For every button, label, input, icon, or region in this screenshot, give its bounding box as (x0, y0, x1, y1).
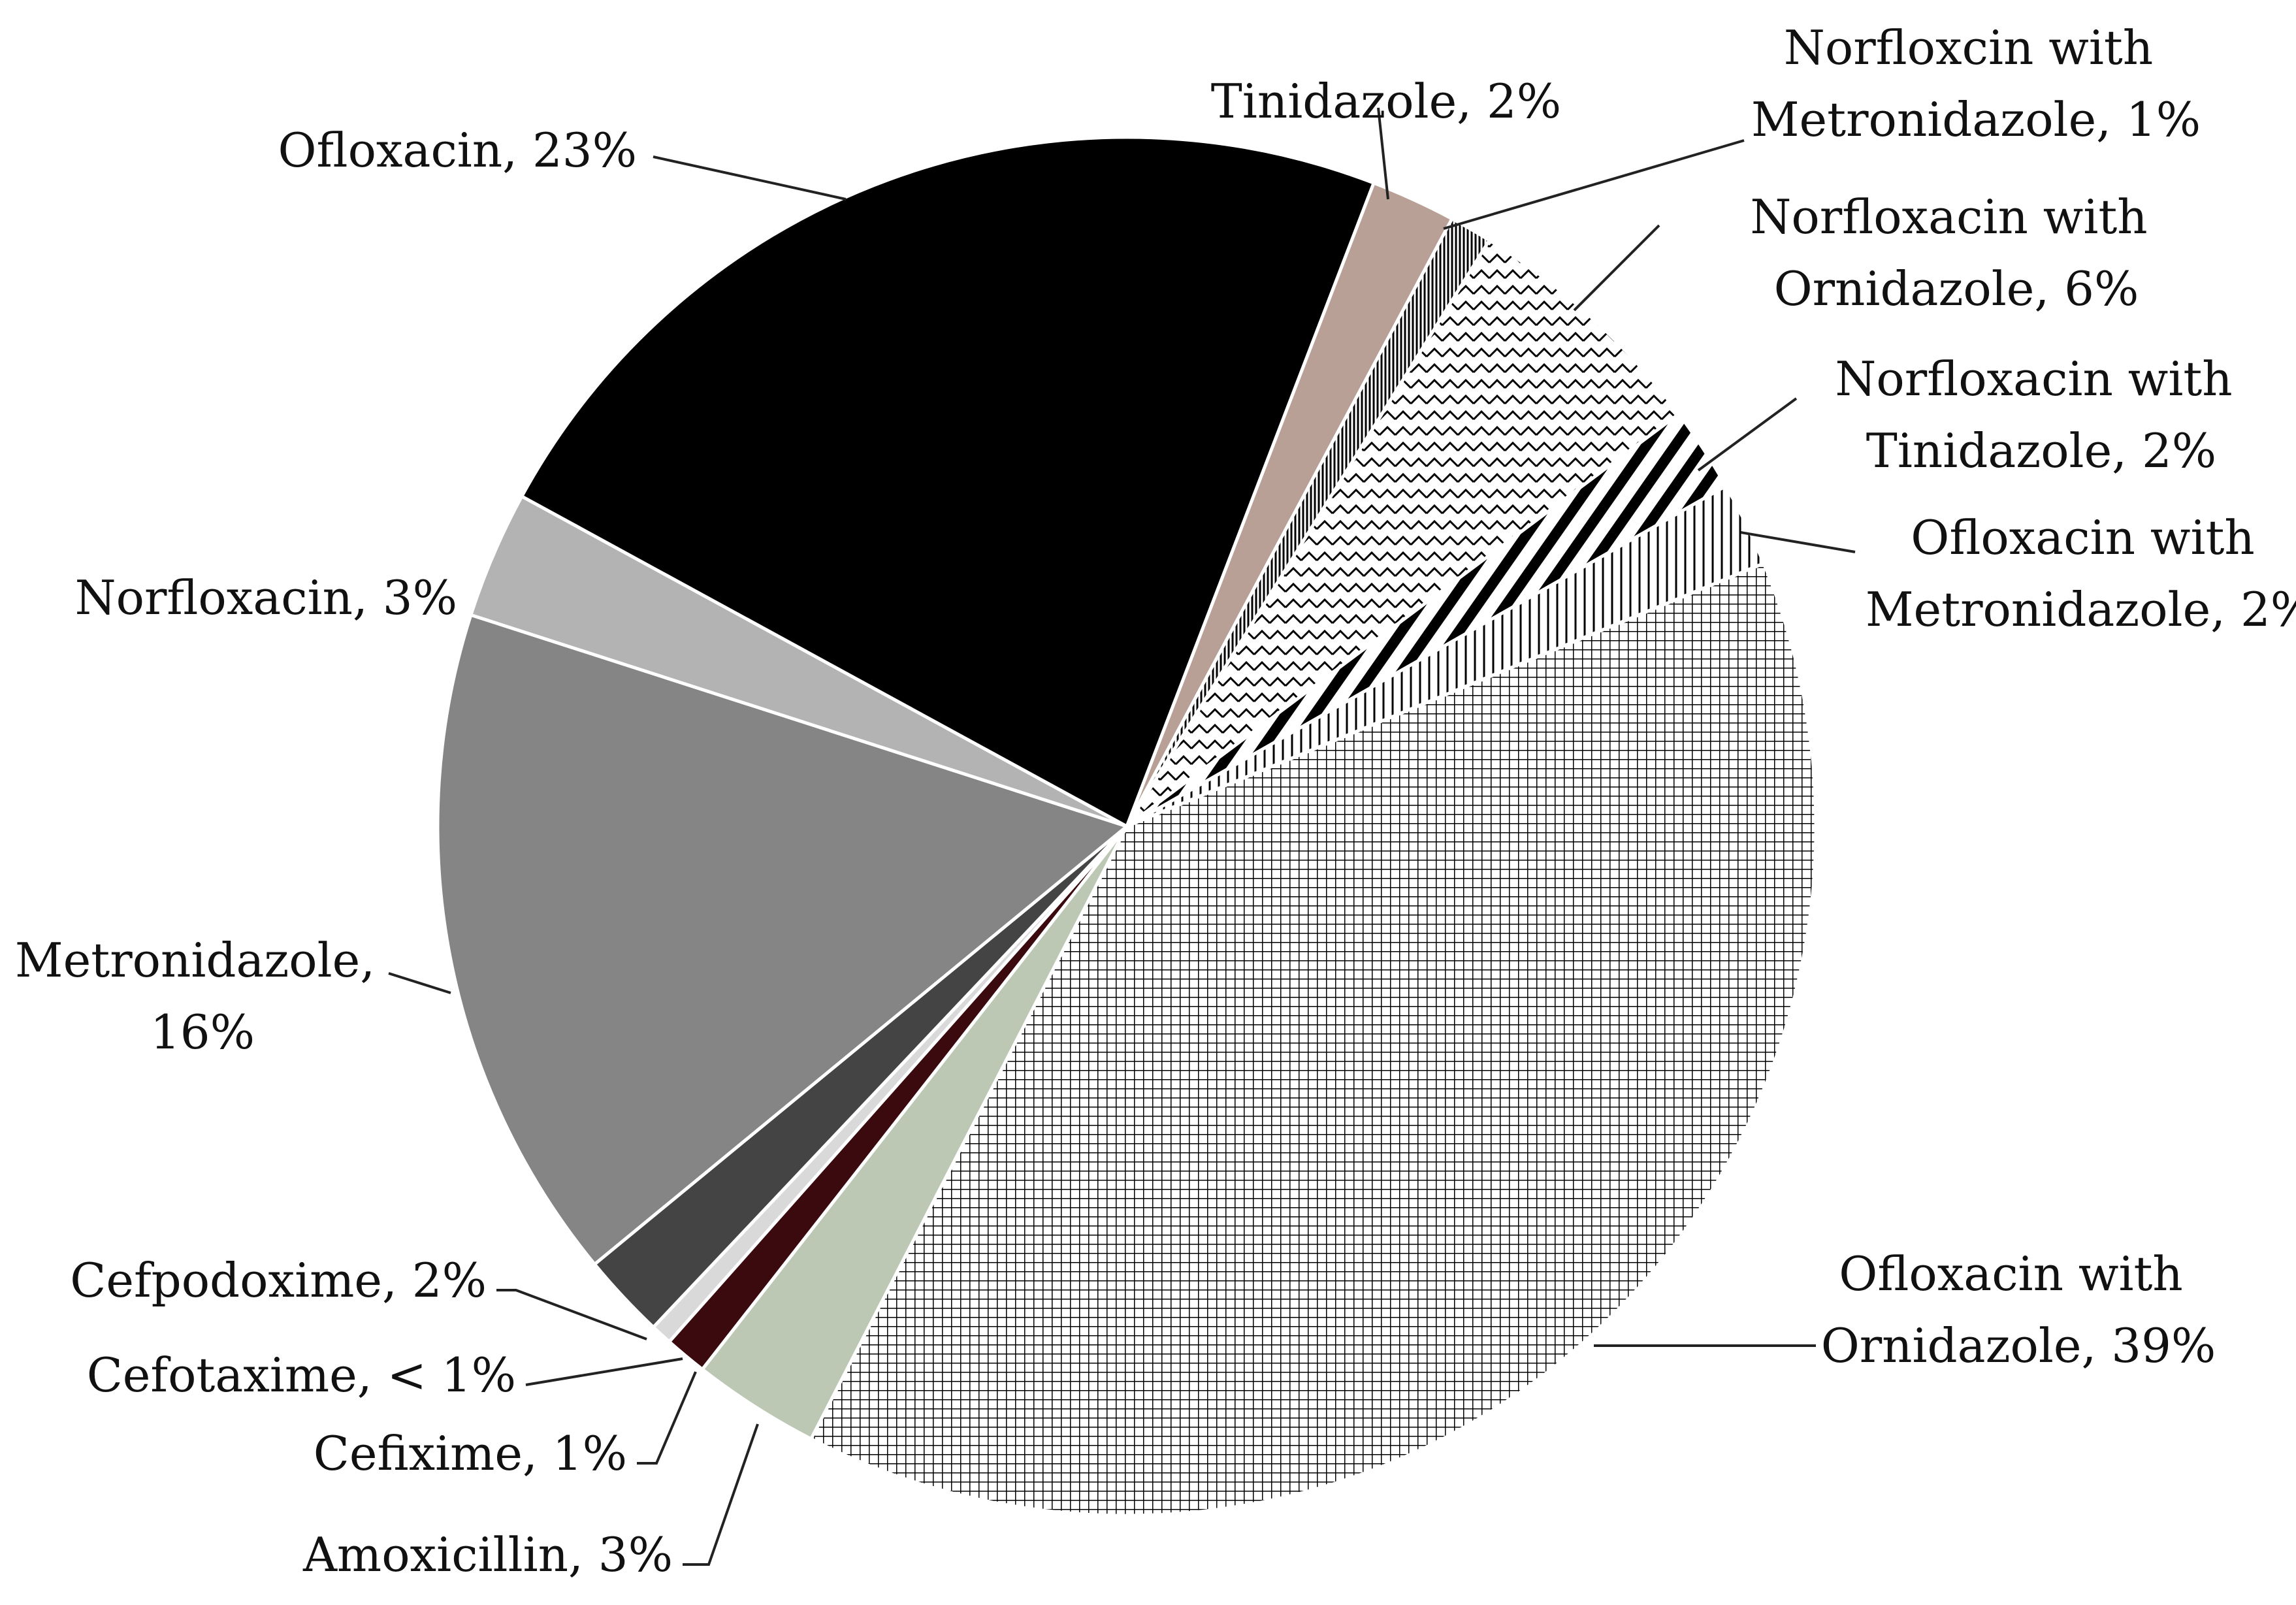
leader-amoxicillin (683, 1423, 759, 1566)
slice-labels: Tinidazole, 2% Norfloxcin with Metronida… (15, 20, 2296, 1582)
label-norfloxacin: Norfloxacin, 3% (75, 570, 457, 625)
slice-norfloxacin-with-ornidazole (1125, 238, 1681, 828)
leader-tinidazole (1377, 107, 1389, 200)
slice-metronidazole (436, 613, 1129, 1266)
label-metronidazole: Metronidazole, 16% (15, 933, 390, 1060)
leader-cefotaxime (525, 1357, 683, 1386)
leader-norfloxacin-ornidazole (1573, 224, 1660, 312)
leader-metronidazole (388, 972, 451, 994)
leader-norfloxacin-tinidazole (1697, 397, 1798, 472)
leader-lines (388, 107, 1856, 1566)
leader-cefpodoxime (496, 1289, 647, 1340)
label-cefpodoxime: Cefpodoxime, 2% (70, 1253, 487, 1308)
label-cefotaxime: Cefotaxime, < 1% (87, 1348, 516, 1402)
leader-ofloxacin (653, 155, 847, 201)
label-tinidazole: Tinidazole, 2% (1211, 74, 1561, 129)
label-norfloxacin-tinidazole: Norfloxacin with Tinidazole, 2% (1835, 351, 2247, 478)
leader-ofloxacin-metronidazole (1740, 531, 1856, 553)
label-norfloxcin-metronidazole: Norfloxcin with Metronidazole, 1% (1751, 20, 2201, 147)
leader-cefixime (637, 1371, 697, 1465)
label-norfloxacin-ornidazole: Norfloxacin with Ornidazole, 6% (1750, 189, 2162, 316)
label-amoxicillin: Amoxicillin, 3% (302, 1527, 673, 1582)
label-ofloxacin-ornidazole: Ofloxacin with Ornidazole, 39% (1821, 1246, 2216, 1373)
label-ofloxacin: Ofloxacin, 23% (278, 123, 637, 178)
pie-slices (436, 135, 1818, 1517)
label-cefixime: Cefixime, 1% (314, 1426, 627, 1481)
slice-ofloxacin-with-ornidazole (809, 561, 1818, 1517)
slice-ofloxacin (520, 135, 1376, 828)
leader-norfloxcin-metronidazole (1443, 139, 1745, 230)
label-ofloxacin-metronidazole: Ofloxacin with Metronidazole, 2% (1866, 510, 2296, 637)
